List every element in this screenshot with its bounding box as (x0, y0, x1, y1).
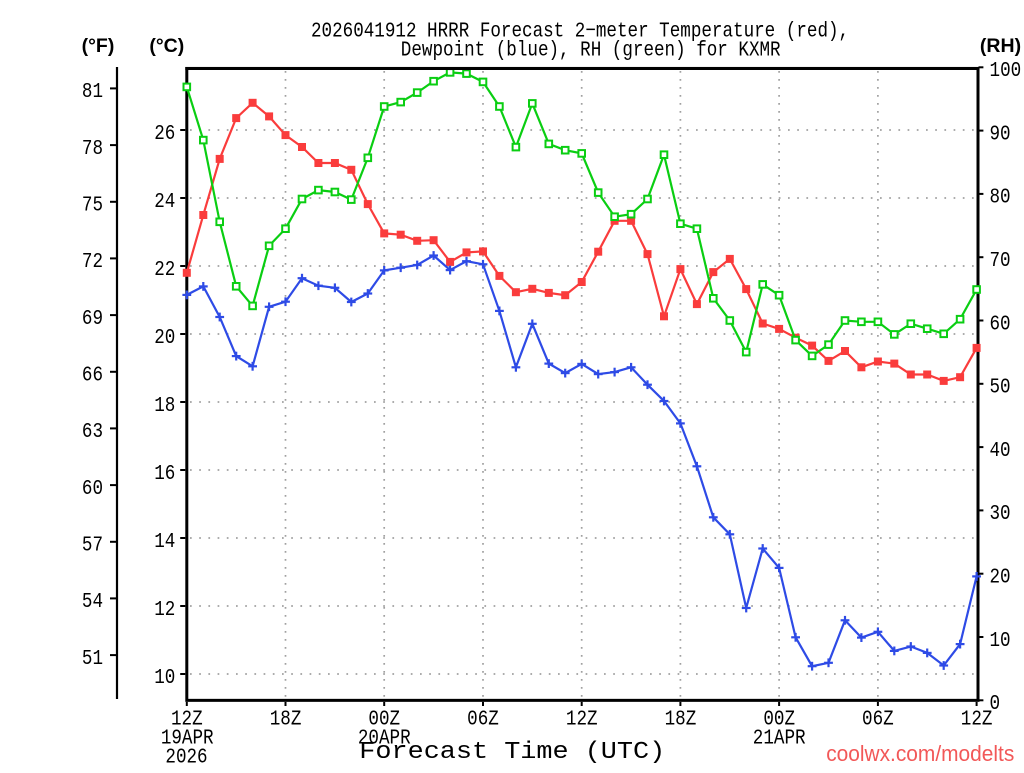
svg-text:(°F): (°F) (82, 35, 115, 57)
svg-text:10: 10 (990, 629, 1011, 653)
svg-text:12: 12 (154, 598, 175, 622)
svg-text:66: 66 (82, 364, 103, 388)
svg-text:51: 51 (82, 647, 103, 671)
svg-text:30: 30 (990, 502, 1011, 526)
svg-text:00Z: 00Z (368, 707, 400, 731)
svg-text:20: 20 (990, 566, 1011, 590)
svg-text:06Z: 06Z (862, 707, 894, 731)
svg-text:00Z: 00Z (763, 707, 795, 731)
svg-text:70: 70 (990, 249, 1011, 273)
svg-text:(RH): (RH) (980, 35, 1021, 57)
svg-text:100: 100 (990, 59, 1022, 83)
svg-text:Forecast Time (UTC): Forecast Time (UTC) (359, 739, 665, 766)
svg-text:(°C): (°C) (149, 35, 184, 57)
svg-text:12Z: 12Z (566, 707, 598, 731)
svg-text:60: 60 (82, 477, 103, 501)
svg-text:12Z: 12Z (171, 707, 203, 731)
svg-text:21APR: 21APR (753, 726, 806, 750)
svg-text:63: 63 (82, 420, 103, 444)
svg-text:06Z: 06Z (467, 707, 499, 731)
svg-text:2026041912 HRRR Forecast 2−met: 2026041912 HRRR Forecast 2−meter Tempera… (311, 19, 849, 43)
svg-text:10: 10 (154, 666, 175, 690)
svg-text:40: 40 (990, 439, 1011, 463)
svg-text:72: 72 (82, 250, 103, 274)
svg-text:12Z: 12Z (961, 707, 993, 731)
svg-text:57: 57 (82, 534, 103, 558)
svg-text:14: 14 (154, 530, 175, 554)
svg-text:coolwx.com/modelts: coolwx.com/modelts (826, 741, 1014, 766)
svg-text:0: 0 (990, 692, 1001, 716)
svg-text:18Z: 18Z (270, 707, 302, 731)
svg-text:90: 90 (990, 122, 1011, 146)
svg-text:19APR: 19APR (161, 726, 214, 750)
svg-text:16: 16 (154, 462, 175, 486)
svg-text:81: 81 (82, 80, 103, 104)
svg-text:69: 69 (82, 307, 103, 331)
svg-text:78: 78 (82, 137, 103, 161)
svg-text:60: 60 (990, 312, 1011, 336)
svg-text:18: 18 (154, 394, 175, 418)
svg-text:26: 26 (154, 122, 175, 146)
svg-text:80: 80 (990, 186, 1011, 210)
svg-text:20: 20 (154, 326, 175, 350)
svg-text:Dewpoint (blue), RH (green) fo: Dewpoint (blue), RH (green) for KXMR (401, 39, 781, 63)
svg-text:20APR: 20APR (358, 726, 411, 750)
svg-text:75: 75 (82, 194, 103, 218)
svg-text:18Z: 18Z (665, 707, 697, 731)
svg-text:2026: 2026 (165, 745, 207, 768)
svg-text:24: 24 (154, 190, 175, 214)
svg-text:22: 22 (154, 258, 175, 282)
svg-text:54: 54 (82, 590, 103, 614)
svg-text:50: 50 (990, 376, 1011, 400)
